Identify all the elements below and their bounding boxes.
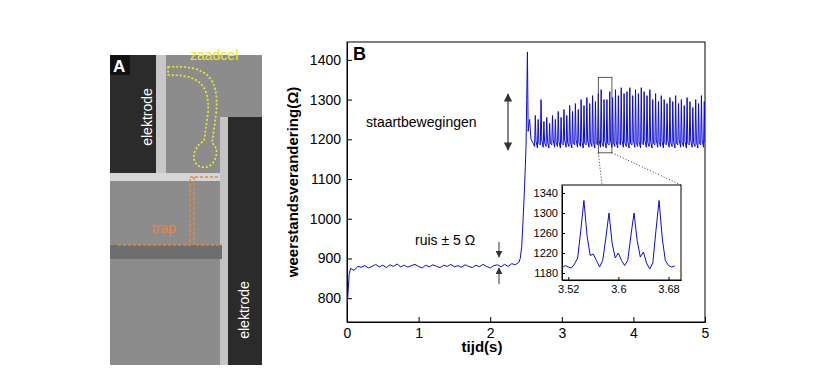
inset: 3.52 3.6 3.68 1180 1220 1260 1300 1340 <box>534 185 682 295</box>
electrode-label: elektrode <box>236 281 252 339</box>
plot-background <box>347 42 705 322</box>
x-axis-title: tijd(s) <box>462 338 503 355</box>
tick: 1100 <box>311 171 352 187</box>
tick-mark <box>347 219 352 220</box>
panel-a: Aelektrode elektrode zaadcel trap <box>110 47 262 365</box>
electrode-label: elektrode <box>139 88 155 146</box>
label-background <box>110 55 130 75</box>
image-background <box>110 55 262 365</box>
tick: 4 <box>630 317 638 341</box>
tick-label: 3.68 <box>658 283 679 295</box>
tick-mark <box>490 317 491 322</box>
tick: 1400 <box>310 52 352 68</box>
y-axis-title: weerstandsverandering(Ω) <box>284 87 301 278</box>
tick-label: 1180 <box>534 267 558 279</box>
tick: 1 <box>415 317 423 341</box>
tick-label: 1 <box>415 325 423 341</box>
data-line <box>347 52 705 304</box>
cell-outline <box>168 67 217 168</box>
series <box>347 52 705 304</box>
y-axis: 1180 1220 1260 1300 1340 <box>534 186 565 281</box>
tick-label: 1100 <box>311 171 341 187</box>
tick-mark <box>347 100 352 101</box>
tick-label: 1220 <box>534 247 558 259</box>
series <box>562 201 675 270</box>
inset-frame <box>562 185 681 280</box>
annotation: ruis ± 5 Ω <box>415 232 475 248</box>
tick: 1220 <box>534 247 565 259</box>
zoom-connector <box>612 153 681 185</box>
tick-label: 1300 <box>534 207 558 219</box>
inset-background <box>562 185 681 280</box>
tick-label: 1340 <box>534 187 558 199</box>
electrode-edge <box>156 55 166 177</box>
tick-label: 3.6 <box>611 283 626 295</box>
tick: 5 <box>702 317 710 341</box>
tick: 1340 <box>534 187 565 199</box>
tick: 1180 <box>534 267 565 279</box>
annotation-arrow <box>507 94 508 150</box>
panel-label: A <box>113 57 125 76</box>
annotation-arrow <box>499 268 500 284</box>
tick-label: 800 <box>318 290 342 306</box>
tick: 1260 <box>534 227 565 239</box>
annotation-arrow <box>499 242 500 257</box>
tick-mark <box>347 179 352 180</box>
tick-mark <box>419 317 420 322</box>
tick-mark <box>347 258 352 259</box>
tick-label: 1200 <box>310 131 341 147</box>
tick-label: 900 <box>318 250 342 266</box>
panel-label: B <box>353 44 366 64</box>
data-line <box>562 201 675 270</box>
plot-frame <box>347 42 705 322</box>
x-axis: 012345 <box>344 317 710 341</box>
electrode-shape <box>226 117 262 365</box>
figure: Aelektrodeelektrodezaadceltrap0123458009… <box>0 0 820 390</box>
tick: 1300 <box>310 92 352 108</box>
cell-label: zaadcel <box>190 47 238 63</box>
tick-label: 3.52 <box>558 283 579 295</box>
annotation: staartbewegingen <box>366 114 477 130</box>
trap-outline <box>118 177 222 245</box>
trap-label: trap <box>152 220 176 236</box>
tick-label: 1400 <box>310 52 341 68</box>
tick-label: 1000 <box>310 211 341 227</box>
zoom-connector <box>598 153 602 185</box>
tick: 3 <box>558 317 566 341</box>
tick-label: 1260 <box>534 227 558 239</box>
tick-label: 5 <box>702 325 710 341</box>
tick-mark <box>562 317 563 322</box>
electrode-edge <box>220 117 228 365</box>
y-axis: 800 900 1000 1100 1200 1300 1400 <box>310 43 352 323</box>
tick-mark <box>347 60 352 61</box>
zoom-box <box>598 77 612 152</box>
tick-label: 0 <box>344 325 352 341</box>
tick-mark <box>347 139 352 140</box>
tick: 1200 <box>310 131 352 147</box>
tick-label: 1300 <box>310 92 341 108</box>
tick-label: 4 <box>630 325 638 341</box>
trap-floor <box>110 245 222 259</box>
panel-b: 01234580090010001100120013001400Btijd(s)… <box>284 42 710 355</box>
electrode-shape <box>110 55 162 177</box>
tick-mark <box>633 317 634 322</box>
tick: 1300 <box>534 207 565 219</box>
tick: 1000 <box>310 211 352 227</box>
tick-label: 3 <box>558 325 566 341</box>
